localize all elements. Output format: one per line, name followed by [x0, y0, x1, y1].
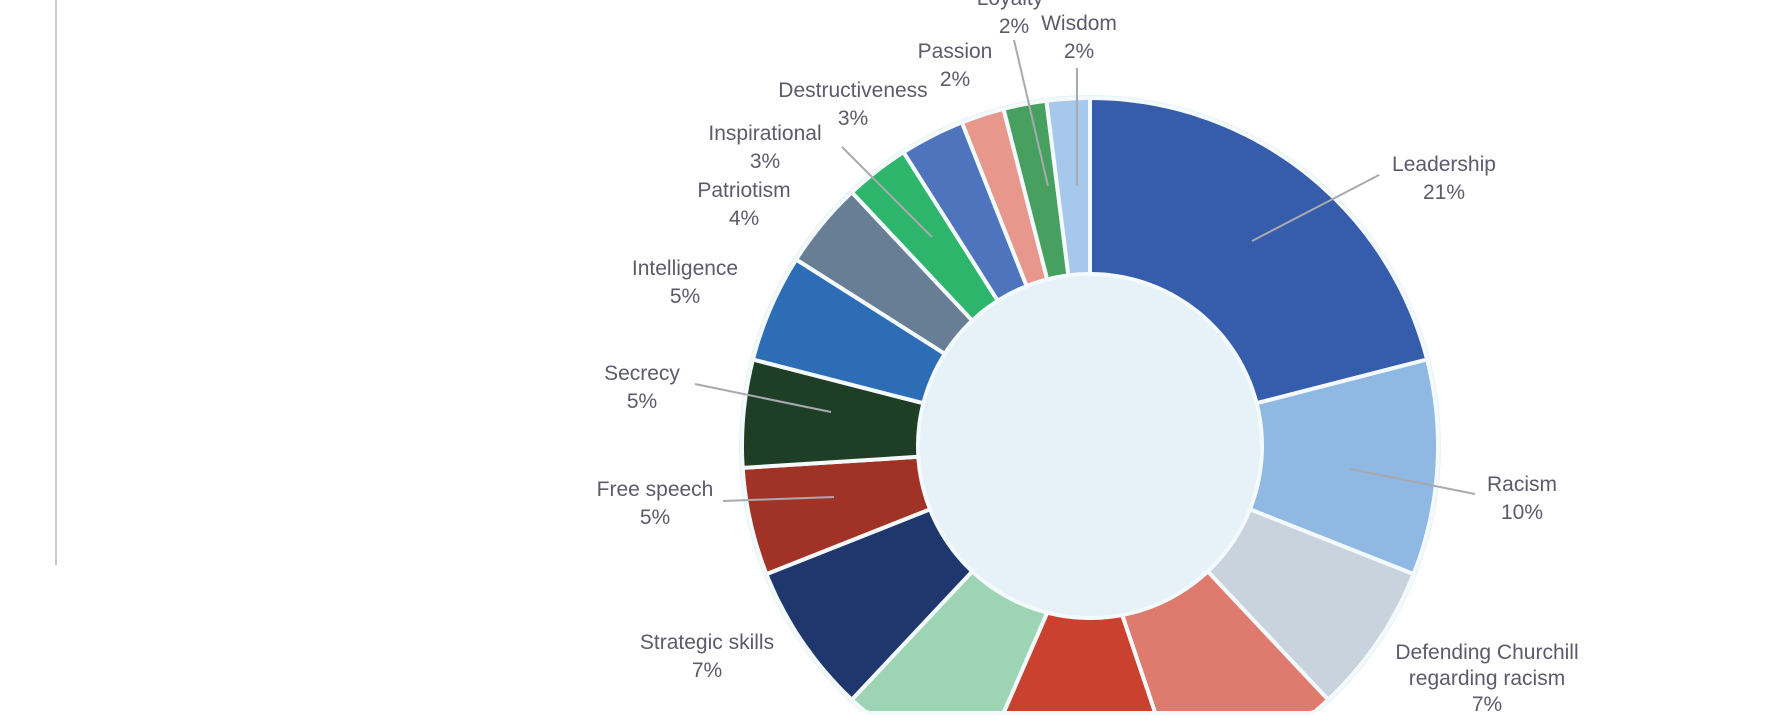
data-label-name: Strategic skills	[640, 631, 774, 654]
leader-line	[722, 496, 835, 502]
data-label-name: Leadership	[1392, 153, 1496, 176]
leader-line	[1349, 468, 1476, 495]
data-label-value: 5%	[627, 390, 657, 413]
data-label-name: Defending Churchill	[1395, 641, 1578, 664]
data-label-value: 10%	[1501, 501, 1543, 524]
data-label-name: Racism	[1487, 473, 1557, 496]
data-label-name: Wisdom	[1041, 12, 1117, 35]
data-label-value: 5%	[670, 285, 700, 308]
data-label-name: Loyalty	[977, 0, 1044, 10]
data-label-name: Free speech	[597, 478, 714, 501]
data-label-name: Secrecy	[604, 362, 680, 385]
leader-line	[841, 146, 933, 238]
data-label-name: Inspirational	[708, 122, 821, 145]
data-label-value: 2%	[999, 15, 1029, 38]
data-label-value: 3%	[750, 150, 780, 173]
data-label-name: Patriotism	[697, 179, 790, 202]
data-label-name: Intelligence	[632, 257, 738, 280]
data-label-value: 3%	[838, 107, 868, 130]
data-label-name: regarding racism	[1409, 667, 1565, 690]
slice-wisdom	[1044, 96, 1092, 278]
data-label-value: 2%	[940, 68, 970, 91]
data-label-value: 7%	[692, 659, 722, 682]
leader-line	[1013, 39, 1049, 187]
data-label-value: 21%	[1423, 181, 1465, 204]
leader-line	[1251, 174, 1380, 242]
data-label-name: Passion	[918, 40, 993, 63]
data-label-name: Destructiveness	[778, 79, 927, 102]
data-label-value: 2%	[1064, 40, 1094, 63]
data-label-value: 4%	[729, 207, 759, 230]
leader-line	[694, 383, 832, 413]
data-label-value: 5%	[640, 506, 670, 529]
data-label-value: 7%	[1472, 693, 1502, 715]
